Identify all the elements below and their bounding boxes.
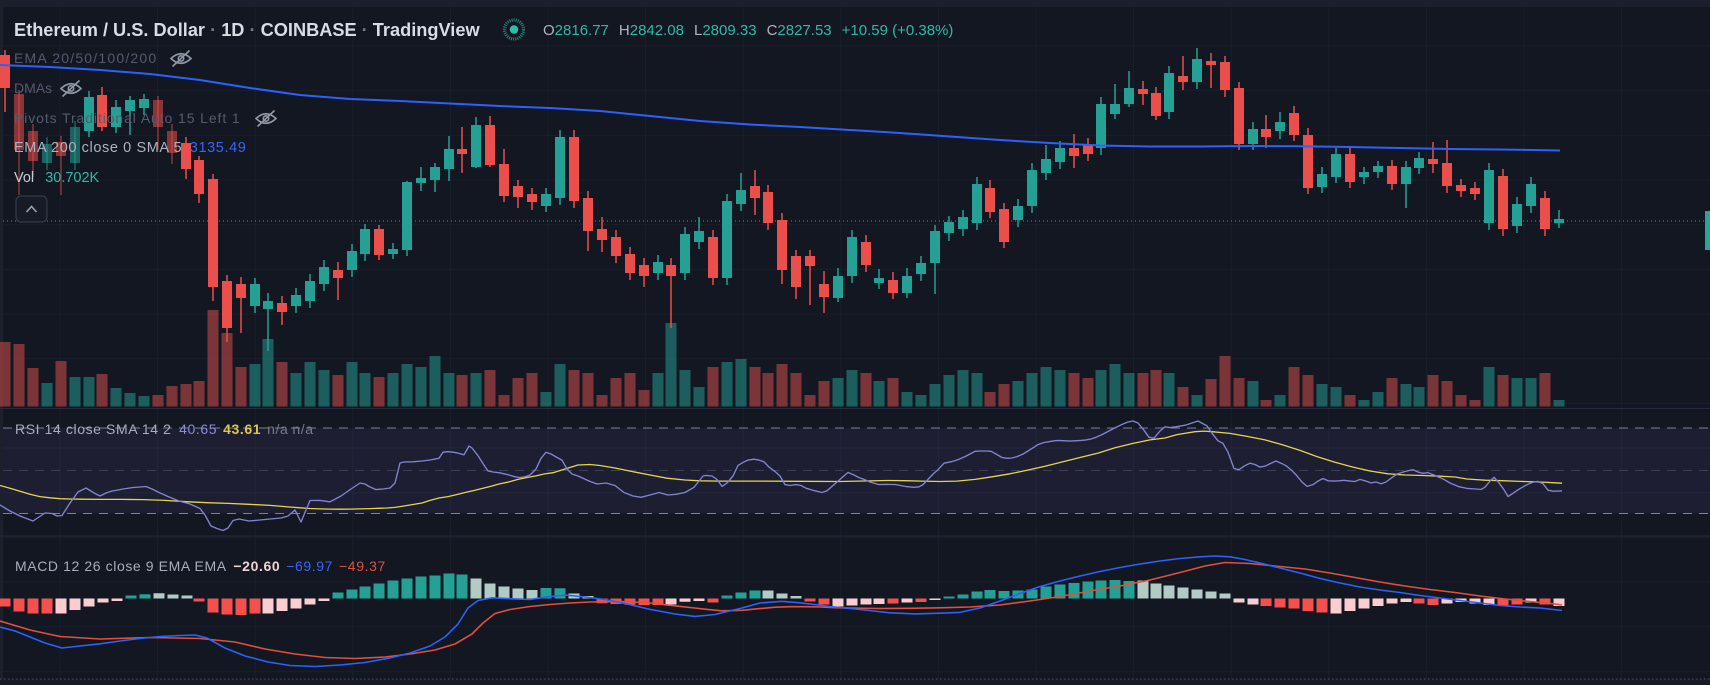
svg-text:Ethereum / U.S. Dollar · 1D ·: Ethereum / U.S. Dollar · 1D · COINBASE ·… — [14, 20, 480, 40]
svg-text:EMA 200 close 0 SMA 5 3135.49: EMA 200 close 0 SMA 5 3135.49 — [14, 140, 246, 156]
svg-text:Pivots Traditional Auto 15 Lef: Pivots Traditional Auto 15 Left 1 — [14, 110, 241, 126]
svg-text:Vol 30.702K: Vol 30.702K — [14, 170, 100, 186]
svg-text:EMA 20/50/100/200: EMA 20/50/100/200 — [14, 50, 157, 66]
svg-text:MACD 12 26 close 9 EMA EMA −20: MACD 12 26 close 9 EMA EMA −20.60 −69.97−… — [15, 558, 386, 574]
svg-text:DMAs: DMAs — [14, 80, 52, 96]
